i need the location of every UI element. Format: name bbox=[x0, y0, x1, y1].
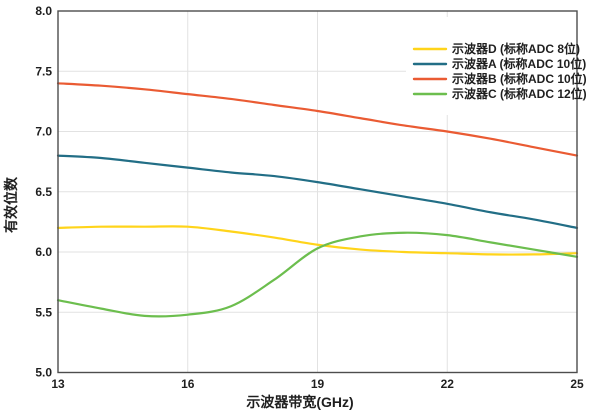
series-line bbox=[56, 82, 579, 157]
legend-label: 示波器C (标称ADC 12位) bbox=[451, 86, 587, 101]
series-line bbox=[56, 225, 579, 256]
x-tick-label: 13 bbox=[51, 377, 65, 391]
x-tick-label: 19 bbox=[311, 377, 325, 391]
legend-label: 示波器A (标称ADC 10位) bbox=[451, 56, 586, 71]
plot-border bbox=[57, 10, 578, 374]
y-tick-label: 8.0 bbox=[35, 4, 52, 18]
x-tick-label: 22 bbox=[441, 377, 455, 391]
y-tick-label: 6.0 bbox=[35, 245, 52, 259]
y-tick-label: 5.5 bbox=[35, 305, 52, 319]
legend-label: 示波器B (标称ADC 10位) bbox=[451, 71, 587, 86]
legend-label: 示波器D (标称ADC 8位) bbox=[451, 41, 580, 56]
x-tick-label: 16 bbox=[181, 377, 195, 391]
data-series bbox=[56, 82, 579, 318]
legend-item: 示波器C (标称ADC 12位) bbox=[412, 86, 587, 101]
legend-item: 示波器D (标称ADC 8位) bbox=[412, 41, 580, 56]
x-tick-label: 25 bbox=[570, 377, 584, 391]
series-line bbox=[56, 231, 579, 318]
legend-item: 示波器A (标称ADC 10位) bbox=[412, 56, 586, 71]
y-tick-label: 7.5 bbox=[35, 64, 52, 78]
legend: 示波器D (标称ADC 8位)示波器A (标称ADC 10位)示波器B (标称A… bbox=[406, 17, 587, 115]
y-axis-title: 有效位数 bbox=[3, 176, 19, 233]
legend-background bbox=[406, 17, 576, 115]
x-axis-title: 示波器带宽(GHz) bbox=[246, 394, 353, 410]
y-tick-label: 5.0 bbox=[35, 366, 52, 380]
axis-ticks: 13 16 19 22 25 5.0 5.5 6.0 6.5 7.0 7.5 8.0 bbox=[35, 4, 584, 391]
y-tick-label: 6.5 bbox=[35, 185, 52, 199]
y-tick-label: 7.0 bbox=[35, 125, 52, 139]
series-line bbox=[56, 154, 579, 229]
legend-item: 示波器B (标称ADC 10位) bbox=[412, 71, 587, 86]
